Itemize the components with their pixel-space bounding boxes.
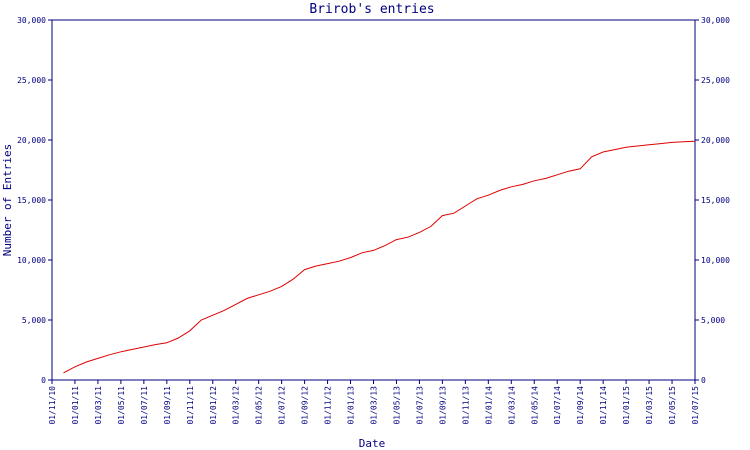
x-tick-label: 01/05/13	[392, 386, 401, 425]
x-tick-label: 01/11/12	[324, 386, 333, 425]
x-tick-label: 01/03/14	[507, 386, 516, 425]
y-tick-label-right: 15,000	[701, 196, 730, 205]
x-tick-label: 01/03/11	[94, 386, 103, 425]
x-tick-label: 01/05/11	[117, 386, 126, 425]
y-axis-left: 0 5,000 10,000 15,000 20,000 25,000 30,000	[17, 16, 52, 385]
plot-frame	[51, 19, 696, 381]
y-tick-label-right: 30,000	[701, 16, 730, 25]
y-tick-label: 30,000	[17, 16, 46, 25]
x-tick-label: 01/07/12	[278, 386, 287, 425]
x-axis: 01/11/10 01/01/11 01/03/11 01/05/11 01/07/11…	[48, 380, 700, 425]
y-tick-label: 15,000	[17, 196, 46, 205]
x-tick-label: 01/03/12	[232, 386, 241, 425]
x-axis-label: Date	[359, 437, 386, 450]
x-tick-label: 01/11/14	[599, 386, 608, 425]
x-tick-label: 01/01/12	[209, 386, 218, 425]
entries-series-line	[63, 140, 696, 374]
y-tick-label: 5,000	[22, 316, 46, 325]
x-tick-label: 01/07/15	[691, 386, 700, 425]
x-tick-label: 01/01/13	[347, 386, 356, 425]
y-tick-label-right: 10,000	[701, 256, 730, 265]
x-tick-label: 01/01/11	[71, 386, 80, 425]
x-tick-label: 01/01/15	[622, 386, 631, 425]
x-tick-label: 01/07/13	[415, 386, 424, 425]
y-tick-label: 0	[41, 376, 46, 385]
x-tick-label: 01/11/11	[186, 386, 195, 425]
y-tick-label-right: 25,000	[701, 76, 730, 85]
x-tick-label: 01/05/14	[530, 386, 539, 425]
x-tick-label: 01/07/11	[140, 386, 149, 425]
x-tick-label: 01/09/12	[301, 386, 310, 425]
x-tick-label: 01/09/13	[438, 386, 447, 425]
x-tick-label: 01/11/13	[461, 386, 470, 425]
y-tick-label-right: 20,000	[701, 136, 730, 145]
y-tick-label-right: 0	[701, 376, 706, 385]
y-tick-label: 10,000	[17, 256, 46, 265]
x-tick-label: 01/01/14	[484, 386, 493, 425]
x-tick-label: 01/03/15	[645, 386, 654, 425]
y-tick-label: 25,000	[17, 76, 46, 85]
x-tick-label: 01/07/14	[553, 386, 562, 425]
x-tick-label: 01/11/10	[48, 386, 57, 425]
y-tick-label: 20,000	[17, 136, 46, 145]
y-axis-label: Number of Entries	[1, 144, 14, 257]
x-tick-label: 01/09/11	[163, 386, 172, 425]
y-axis-right: 0 5,000 10,000 15,000 20,000 25,000 30,000	[695, 16, 730, 385]
x-tick-label: 01/05/15	[668, 386, 677, 425]
y-tick-label-right: 5,000	[701, 316, 725, 325]
x-tick-label: 01/09/14	[576, 386, 585, 425]
x-tick-label: 01/03/13	[370, 386, 379, 425]
chart-title: Brirob's entries	[309, 2, 434, 17]
x-tick-label: 01/05/12	[255, 386, 264, 425]
